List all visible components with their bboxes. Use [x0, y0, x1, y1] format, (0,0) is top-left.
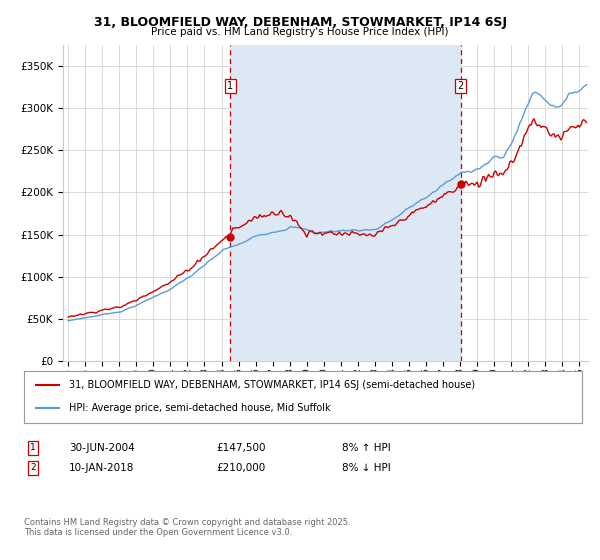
Bar: [230, 45, 461, 361]
Text: £210,000: £210,000: [216, 463, 265, 473]
Text: 2: 2: [30, 463, 36, 472]
Text: 31, BLOOMFIELD WAY, DEBENHAM, STOWMARKET, IP14 6SJ: 31, BLOOMFIELD WAY, DEBENHAM, STOWMARKET…: [94, 16, 506, 29]
Text: 1: 1: [227, 81, 233, 91]
Text: £147,500: £147,500: [216, 443, 265, 453]
Text: 8% ↓ HPI: 8% ↓ HPI: [342, 463, 391, 473]
Text: 2: 2: [458, 81, 464, 91]
Text: HPI: Average price, semi-detached house, Mid Suffolk: HPI: Average price, semi-detached house,…: [68, 403, 330, 413]
Text: Contains HM Land Registry data © Crown copyright and database right 2025.
This d: Contains HM Land Registry data © Crown c…: [24, 518, 350, 538]
Text: 8% ↑ HPI: 8% ↑ HPI: [342, 443, 391, 453]
Text: 1: 1: [30, 444, 36, 452]
Text: 10-JAN-2018: 10-JAN-2018: [69, 463, 134, 473]
Text: 31, BLOOMFIELD WAY, DEBENHAM, STOWMARKET, IP14 6SJ (semi-detached house): 31, BLOOMFIELD WAY, DEBENHAM, STOWMARKET…: [68, 380, 475, 390]
Text: 30-JUN-2004: 30-JUN-2004: [69, 443, 135, 453]
Text: Price paid vs. HM Land Registry's House Price Index (HPI): Price paid vs. HM Land Registry's House …: [151, 27, 449, 37]
